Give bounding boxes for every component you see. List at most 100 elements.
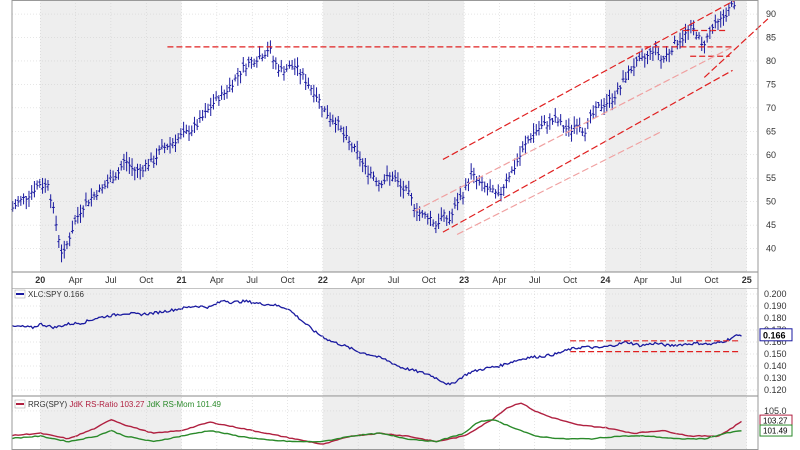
- price-bar: [325, 105, 329, 119]
- price-bar: [727, 3, 731, 16]
- price-bar: [670, 45, 674, 56]
- price-bar: [271, 55, 275, 70]
- rs-tick-label: 0.120: [764, 385, 787, 395]
- price-bar: [702, 40, 706, 54]
- rs-tick-label: 0.130: [764, 373, 787, 383]
- price-bar: [331, 114, 335, 125]
- x-tick-label: Jul: [388, 275, 400, 285]
- x-tick-label: Apr: [492, 275, 506, 285]
- price-bar: [217, 95, 221, 106]
- price-bar: [374, 177, 378, 187]
- price-bar: [84, 192, 88, 207]
- price-bar: [277, 64, 281, 77]
- price-bar: [412, 204, 416, 218]
- rs-tick-label: 0.150: [764, 349, 787, 359]
- rs-momentum-line: [12, 419, 742, 443]
- price-bar: [95, 190, 99, 201]
- price-bar: [317, 93, 321, 109]
- x-tick-label: 20: [35, 275, 45, 285]
- price-bar: [561, 125, 565, 133]
- price-bar: [651, 46, 655, 61]
- rs-tick-label: 0.160: [764, 337, 787, 347]
- x-tick-label: 22: [318, 275, 328, 285]
- price-bar: [106, 174, 110, 189]
- price-bar: [521, 141, 525, 153]
- price-bar: [46, 180, 50, 191]
- price-bar: [494, 189, 498, 199]
- price-bar: [491, 184, 495, 193]
- price-bar: [342, 126, 346, 143]
- price-bar: [377, 179, 381, 192]
- price-bar: [447, 210, 451, 225]
- price-bar: [309, 85, 313, 96]
- rs-line: [12, 299, 742, 386]
- price-bar: [192, 116, 196, 134]
- price-bar: [255, 56, 259, 68]
- price-bar: [111, 170, 115, 184]
- price-bar: [68, 232, 72, 247]
- price-bar: [176, 133, 180, 144]
- rs-ratio-last-value: 103.27: [763, 417, 788, 426]
- price-bar: [135, 163, 139, 178]
- x-tick-label: Oct: [422, 275, 437, 285]
- price-bar: [371, 171, 375, 181]
- x-tick-label: Jul: [529, 275, 541, 285]
- price-bar: [616, 82, 620, 95]
- price-bar: [450, 208, 454, 224]
- price-tick-label: 85: [766, 33, 776, 43]
- price-bar: [54, 215, 58, 231]
- rs-last-value: 0.166: [763, 330, 786, 340]
- price-bar: [323, 106, 327, 113]
- price-bar: [353, 143, 357, 152]
- rs-tick-label: 0.200: [764, 289, 787, 299]
- price-bar: [694, 31, 698, 40]
- price-bar: [122, 153, 126, 171]
- price-bar: [290, 59, 294, 70]
- price-bar: [659, 55, 663, 69]
- price-bar: [114, 172, 118, 181]
- x-tick-label: Jul: [246, 275, 258, 285]
- price-bar: [401, 180, 405, 199]
- price-tick-label: 60: [766, 150, 776, 160]
- price-bar: [247, 56, 251, 68]
- price-bar: [721, 9, 725, 26]
- price-bar: [130, 158, 134, 177]
- price-bar: [119, 160, 123, 171]
- price-bar: [399, 178, 403, 197]
- price-bar: [220, 85, 224, 100]
- price-bar: [70, 220, 74, 234]
- price-bar: [206, 103, 210, 113]
- price-bar: [697, 32, 701, 40]
- price-bar: [540, 115, 544, 130]
- price-bar: [477, 175, 481, 186]
- price-bar: [485, 183, 489, 196]
- price-bar: [464, 178, 468, 191]
- price-bar: [480, 176, 484, 192]
- price-bar: [434, 220, 438, 234]
- price-tick-label: 90: [766, 9, 776, 19]
- price-bar: [195, 119, 199, 131]
- rs-tick-label: 0.180: [764, 313, 787, 323]
- price-bar: [252, 58, 256, 68]
- price-bar: [608, 89, 612, 108]
- x-tick-label: Jul: [105, 275, 117, 285]
- price-bar: [263, 50, 267, 59]
- price-bar: [681, 30, 685, 48]
- price-bar: [13, 199, 17, 210]
- price-bar: [724, 7, 728, 22]
- x-tick-label: Apr: [69, 275, 83, 285]
- x-tick-label: 23: [459, 275, 469, 285]
- price-bar: [545, 121, 549, 134]
- price-bar: [461, 191, 465, 205]
- price-bar: [488, 179, 492, 193]
- rs-ratio-legend-label: JdK RS-Ratio 103.27: [69, 400, 146, 409]
- price-bar: [141, 165, 145, 178]
- price-bar: [282, 65, 286, 81]
- x-tick-label: 24: [600, 275, 610, 285]
- price-bar: [239, 70, 243, 84]
- price-bar: [613, 90, 617, 105]
- price-bar: [171, 138, 175, 149]
- price-bar: [336, 116, 340, 131]
